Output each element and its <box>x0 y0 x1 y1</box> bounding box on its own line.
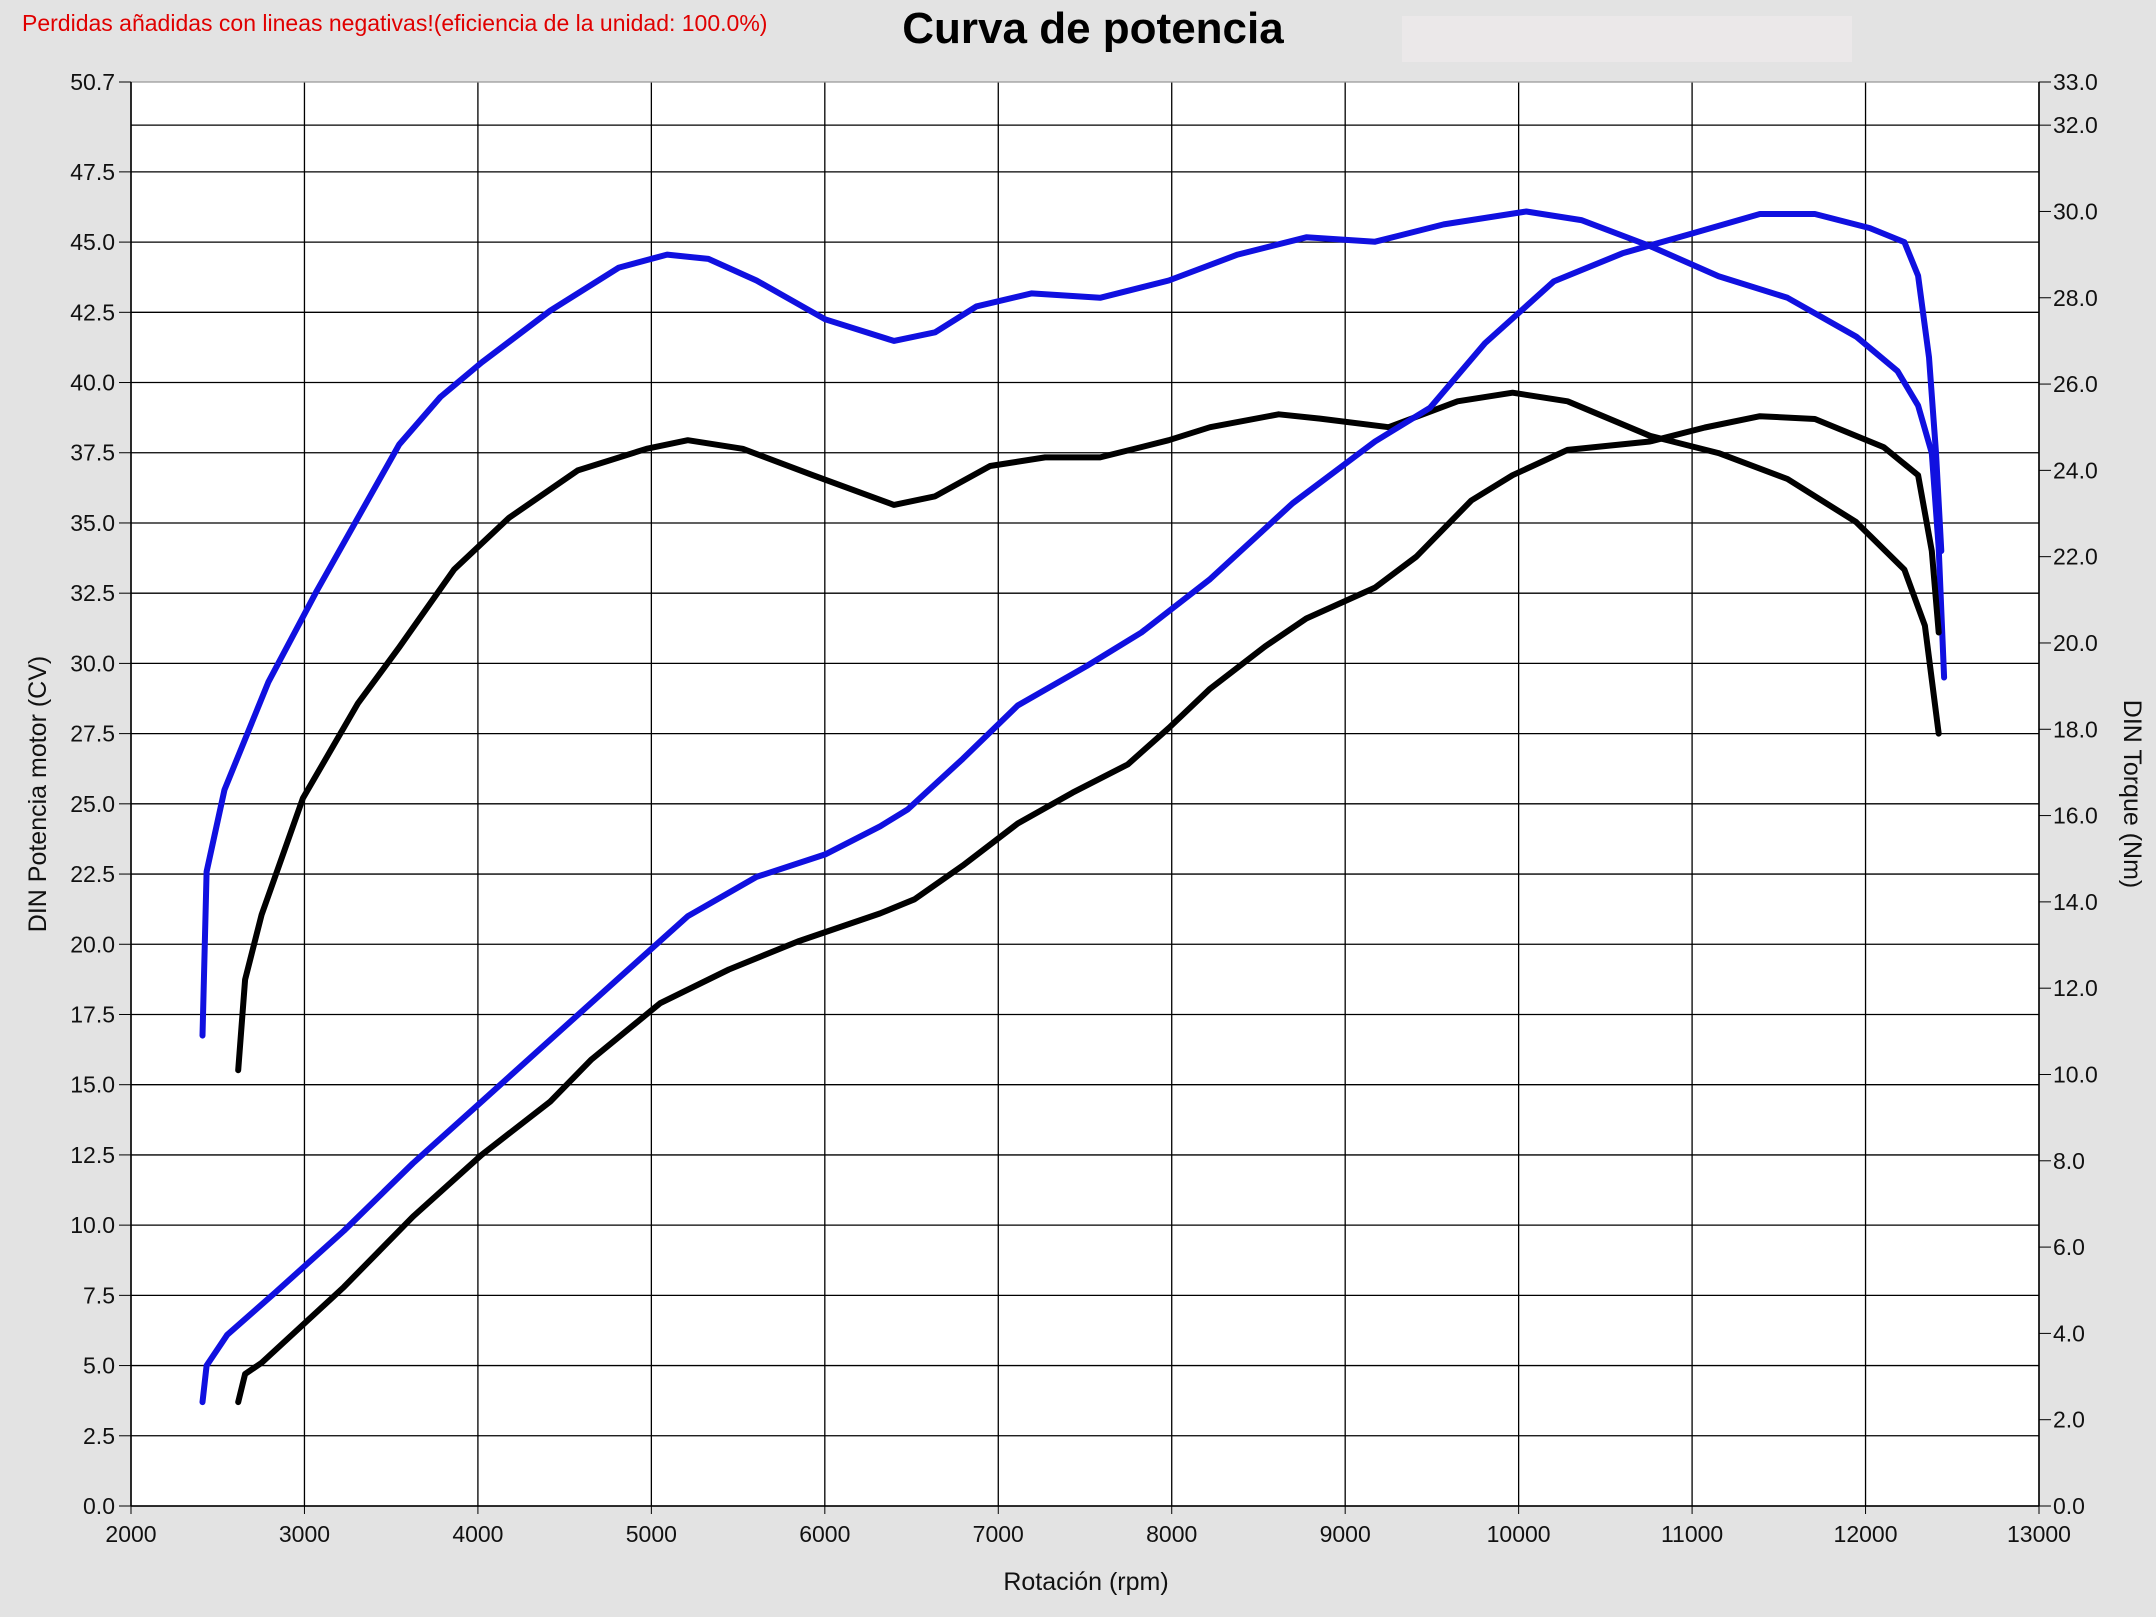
x-tick-label: 10000 <box>1487 1521 1551 1547</box>
ticks: 2000 3000 4000 5000 6000 7000 8000 9000 10000 110… <box>70 69 2098 1547</box>
y-tick-label: 7.5 <box>83 1282 115 1308</box>
x-tick-label: 2000 <box>105 1521 156 1547</box>
x-tick-label: 12000 <box>1834 1521 1898 1547</box>
x-tick-label: 3000 <box>279 1521 330 1547</box>
y2-tick-label: 8.0 <box>2053 1148 2085 1174</box>
y2-tick-label: 24.0 <box>2053 457 2098 483</box>
y2-tick-label: 6.0 <box>2053 1234 2085 1260</box>
y2-tick-label: 30.0 <box>2053 198 2098 224</box>
y2-tick-label: 32.0 <box>2053 112 2098 138</box>
y-tick-label: 42.5 <box>70 299 115 325</box>
y-tick-label: 0.0 <box>83 1493 115 1519</box>
y2-tick-label: 14.0 <box>2053 889 2098 915</box>
y-tick-label: 25.0 <box>70 791 115 817</box>
x-tick-label: 13000 <box>2007 1521 2071 1547</box>
y-tick-label: 10.0 <box>70 1212 115 1238</box>
x-tick-label: 4000 <box>452 1521 503 1547</box>
y2-tick-label: 26.0 <box>2053 371 2098 397</box>
y2-tick-label: 18.0 <box>2053 716 2098 742</box>
y-axis-label: DIN Potencia motor (CV) <box>24 656 52 932</box>
x-tick-label: 6000 <box>799 1521 850 1547</box>
y-tick-label: 37.5 <box>70 440 115 466</box>
y-tick-label: 30.0 <box>70 650 115 676</box>
grid <box>130 81 2040 1507</box>
y2-axis-label: DIN Torque (Nm) <box>2118 700 2146 888</box>
y-tick-label: 45.0 <box>70 229 115 255</box>
y2-tick-label: 28.0 <box>2053 285 2098 311</box>
y2-tick-label: 0.0 <box>2053 1493 2085 1519</box>
y-tick-label: 2.5 <box>83 1423 115 1449</box>
x-tick-label: 7000 <box>973 1521 1024 1547</box>
x-tick-label: 9000 <box>1320 1521 1371 1547</box>
x-axis-label: Rotación (rpm) <box>1003 1568 1168 1596</box>
y-tick-label: 22.5 <box>70 861 115 887</box>
torque-line-1 <box>235 389 1942 1074</box>
x-tick-label: 11000 <box>1661 1521 1723 1547</box>
y2-tick-label: 16.0 <box>2053 803 2098 829</box>
x-tick-label: 5000 <box>626 1521 677 1547</box>
y-tick-label: 35.0 <box>70 510 115 536</box>
series-lines <box>199 208 1948 1406</box>
y-tick-label: 32.5 <box>70 580 115 606</box>
plot-area <box>131 82 2039 1506</box>
efficiency-notice: Perdidas añadidas con lineas negativas!(… <box>22 10 767 36</box>
torque-line-0 <box>199 208 1948 1039</box>
power-line-3 <box>235 413 1942 1406</box>
y-tick-label: 40.0 <box>70 370 115 396</box>
power-line-2 <box>199 211 1945 1406</box>
y2-tick-label: 22.0 <box>2053 544 2098 570</box>
y-tick-label: 50.7 <box>70 69 115 95</box>
y2-tick-label: 12.0 <box>2053 975 2098 1001</box>
y-tick-label: 47.5 <box>70 159 115 185</box>
chart-title: Curva de potencia <box>902 4 1284 53</box>
y-tick-label: 27.5 <box>70 721 115 747</box>
y-tick-label: 17.5 <box>70 1001 115 1027</box>
y-tick-label: 12.5 <box>70 1142 115 1168</box>
y2-tick-label: 33.0 <box>2053 69 2098 95</box>
y-tick-label: 5.0 <box>83 1353 115 1379</box>
y2-tick-label: 4.0 <box>2053 1320 2085 1346</box>
y2-tick-label: 2.0 <box>2053 1407 2085 1433</box>
y-tick-label: 15.0 <box>70 1072 115 1098</box>
x-tick-label: 8000 <box>1146 1521 1197 1547</box>
legend-box <box>1402 16 1852 62</box>
y2-tick-label: 20.0 <box>2053 630 2098 656</box>
y2-tick-label: 10.0 <box>2053 1061 2098 1087</box>
y-tick-label: 20.0 <box>70 931 115 957</box>
